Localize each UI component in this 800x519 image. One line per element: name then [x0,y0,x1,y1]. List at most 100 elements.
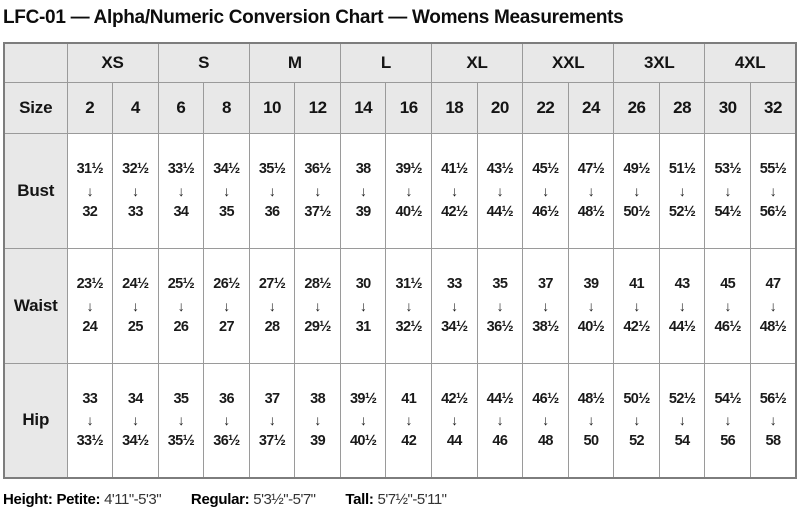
down-arrow-icon: ↓ [496,297,504,314]
range-to-value: 48½ [759,318,787,335]
down-arrow-icon: ↓ [587,297,595,314]
range-stack: 54½ ↓ 56 [705,392,750,449]
range-cell: 43 ↓ 44½ [658,247,706,364]
down-arrow-icon: ↓ [678,297,686,314]
range-to-value: 38½ [532,318,559,335]
range-from-value: 49½ [623,161,650,177]
range-from-value: 35 [173,390,189,407]
down-arrow-icon: ↓ [359,412,367,429]
range-from-value: 34½ [213,161,240,177]
range-cell: 31½ ↓ 32 [66,132,114,249]
down-arrow-icon: ↓ [451,297,458,314]
range-to-value: 46½ [714,318,741,335]
range-from-value: 33½ [167,161,195,177]
range-to-value: 34½ [122,433,149,450]
range-to-value: 48½ [577,203,605,220]
numeric-size-24: 24 [567,81,615,134]
range-to-value: 28 [264,318,281,335]
range-cell: 33 ↓ 34½ [431,247,478,364]
range-to-value: 24 [82,318,98,335]
range-cell: 38 ↓ 39 [294,362,341,479]
range-cell: 51½ ↓ 52½ [658,132,706,249]
range-cell: 28½ ↓ 29½ [294,247,341,364]
range-to-value: 50 [583,433,600,450]
range-cell: 53½ ↓ 54½ [704,132,751,249]
range-to-value: 31 [355,318,372,335]
range-from-value: 33 [82,390,98,407]
range-cell: 32½ ↓ 33 [112,132,159,249]
range-from-value: 36 [219,390,235,407]
numeric-size-row: Size 2 4 6 8 10 12 14 16 18 20 22 24 26 28 30 32 [3,81,797,134]
range-stack: 53½ ↓ 54½ [705,162,750,219]
range-to-value: 42½ [441,203,468,220]
down-arrow-icon: ↓ [268,182,276,199]
range-cell: 54½ ↓ 56 [704,362,751,479]
down-arrow-icon: ↓ [633,297,640,314]
range-from-value: 43½ [486,161,514,177]
range-cell: 48½ ↓ 50 [567,362,615,479]
range-to-value: 46 [492,433,508,450]
petite-value: 4'11"-5'3" [104,491,162,508]
numeric-size-14: 14 [339,81,387,134]
range-cell: 26½ ↓ 27 [203,247,250,364]
down-arrow-icon: ↓ [359,182,367,199]
range-to-value: 40½ [577,318,605,335]
range-from-value: 23½ [76,276,104,292]
range-to-value: 39 [355,203,372,220]
down-arrow-icon: ↓ [678,412,686,429]
tall-label: Tall: [345,491,374,508]
range-stack: 35 ↓ 36½ [478,277,523,334]
range-stack: 28½ ↓ 29½ [295,277,340,334]
range-stack: 56½ ↓ 58 [751,392,795,449]
range-cell: 35½ ↓ 36 [248,132,296,249]
range-cell: 45 ↓ 46½ [704,247,751,364]
range-stack: 52½ ↓ 54 [660,392,705,449]
range-stack: 34 ↓ 34½ [113,392,158,449]
down-arrow-icon: ↓ [268,297,276,314]
range-to-value: 56½ [759,203,787,220]
down-arrow-icon: ↓ [724,182,731,199]
corner-cell [3,42,68,83]
numeric-size-28: 28 [658,81,706,134]
alpha-size-3xl: 3XL [613,42,706,83]
row-label-waist: Waist [3,247,68,364]
range-to-value: 36½ [213,433,240,450]
down-arrow-icon: ↓ [542,182,549,199]
footer-petite-segment: Height: Petite: 4'11"-5'3" [3,491,162,508]
range-cell: 44½ ↓ 46 [476,362,524,479]
down-arrow-icon: ↓ [542,412,549,429]
range-to-value: 32½ [395,318,423,335]
range-cell: 39½ ↓ 40½ [339,362,387,479]
range-to-value: 37½ [304,203,331,220]
range-stack: 32½ ↓ 33 [113,162,158,219]
numeric-size-16: 16 [385,81,432,134]
range-to-value: 36½ [486,318,514,335]
down-arrow-icon: ↓ [633,182,640,199]
numeric-size-18: 18 [431,81,478,134]
range-cell: 23½ ↓ 24 [66,247,114,364]
numeric-size-8: 8 [203,81,250,134]
numeric-size-6: 6 [157,81,205,134]
down-arrow-icon: ↓ [86,297,94,314]
alpha-size-l: L [339,42,433,83]
range-to-value: 54 [674,433,691,450]
alpha-size-xl: XL [430,42,524,83]
range-from-value: 45½ [532,161,559,177]
range-stack: 47 ↓ 48½ [751,277,795,334]
range-stack: 35 ↓ 35½ [159,392,204,449]
down-arrow-icon: ↓ [405,182,413,199]
range-to-value: 35 [219,203,235,220]
range-to-value: 56 [720,433,736,450]
down-arrow-icon: ↓ [769,297,777,314]
down-arrow-icon: ↓ [587,182,595,199]
range-stack: 33½ ↓ 34 [159,162,204,219]
range-from-value: 31½ [395,276,423,292]
down-arrow-icon: ↓ [223,297,230,314]
range-stack: 44½ ↓ 46 [478,392,523,449]
range-stack: 38 ↓ 39 [295,392,340,449]
down-arrow-icon: ↓ [314,412,321,429]
range-from-value: 31½ [76,161,104,177]
range-cell: 43½ ↓ 44½ [476,132,524,249]
range-stack: 55½ ↓ 56½ [751,162,795,219]
range-cell: 49½ ↓ 50½ [613,132,660,249]
